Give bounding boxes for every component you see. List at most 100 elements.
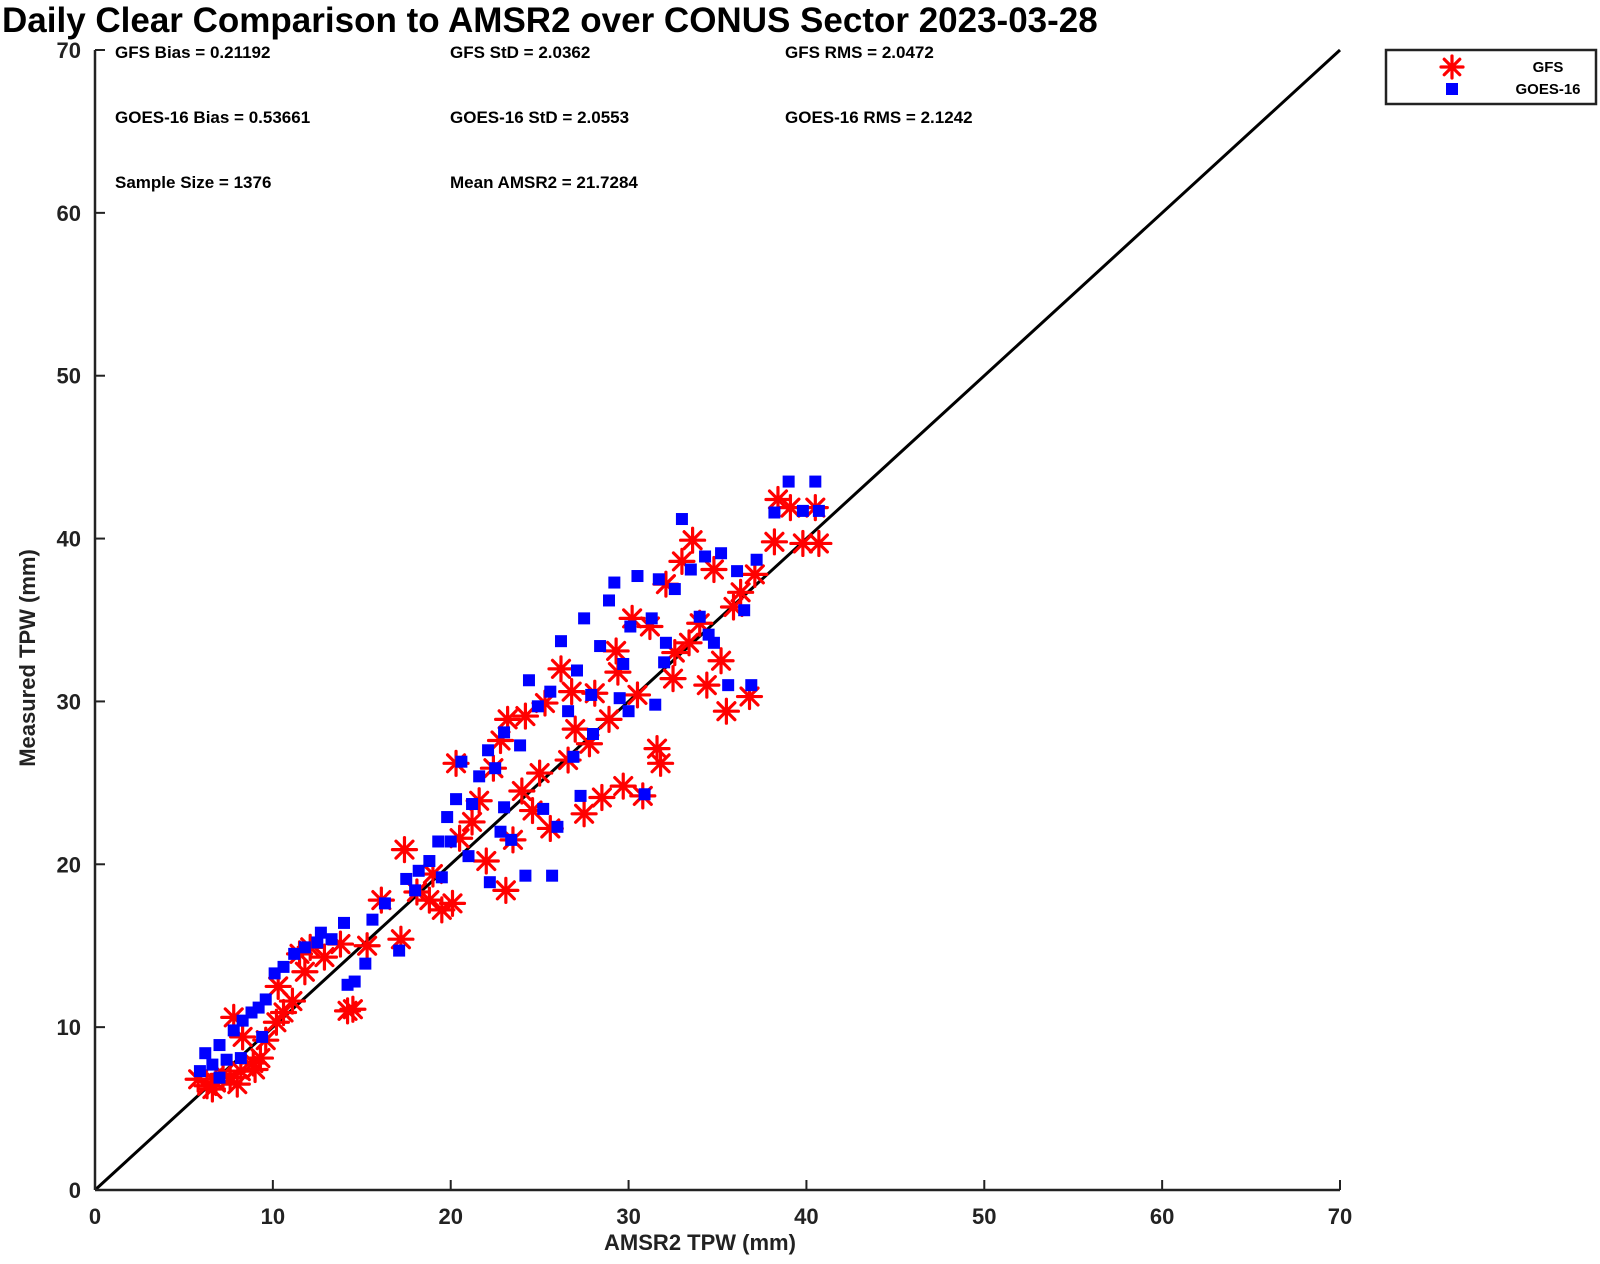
asterisk-stroke — [780, 497, 801, 518]
goes-16-point — [645, 612, 658, 625]
goes-16-point — [400, 872, 413, 885]
gfs-point — [310, 943, 339, 971]
legend-label: GFS — [1533, 59, 1564, 76]
asterisk-stroke — [678, 632, 700, 653]
legend-gfs-marker — [1439, 54, 1465, 80]
asterisk-stroke — [744, 564, 765, 585]
goes-16-point — [366, 913, 379, 926]
goes-16-point — [311, 936, 324, 949]
asterisk-stroke — [419, 890, 440, 911]
gfs-point — [595, 705, 623, 733]
x-tick-label: 70 — [1328, 1204, 1352, 1229]
goes-16-point — [256, 1030, 269, 1043]
goes-16-point — [482, 744, 495, 757]
goes-16-point — [715, 547, 728, 560]
x-tick-label: 60 — [1150, 1204, 1174, 1229]
goes-16-point — [554, 635, 567, 648]
asterisk-stroke — [662, 668, 684, 689]
goes-16-point — [624, 620, 637, 633]
goes-16-point — [738, 604, 751, 617]
goes-16-point — [220, 1053, 233, 1066]
goes-16-point — [585, 688, 598, 701]
gfs-point — [707, 647, 735, 675]
goes-16-point — [768, 506, 781, 519]
asterisk-stroke — [273, 1002, 294, 1023]
goes-16-point — [812, 504, 825, 517]
x-tick-label: 20 — [438, 1204, 462, 1229]
gfs-point — [712, 697, 740, 725]
goes-16-point — [514, 739, 527, 752]
goes-16-point — [668, 583, 681, 596]
goes-16-point — [544, 685, 557, 698]
asterisk-stroke — [227, 1074, 248, 1095]
goes-16-point — [684, 563, 697, 576]
goes-16-point — [702, 628, 715, 641]
goes-16-point — [277, 960, 290, 973]
gfs-point — [339, 995, 367, 1023]
data-points-layer — [184, 475, 833, 1103]
goes-16-point — [338, 916, 350, 929]
goes-16-point — [567, 750, 580, 763]
gfs-point — [558, 678, 586, 706]
legend-label: GOES-16 — [1515, 81, 1580, 98]
stat-text: GOES-16 StD = 2.0553 — [450, 108, 629, 127]
goes-16-point — [432, 835, 445, 848]
gfs-point — [241, 1055, 269, 1084]
asterisk-stroke — [716, 701, 737, 722]
asterisk-stroke — [792, 533, 813, 554]
gfs-point — [508, 777, 536, 805]
asterisk-stroke — [606, 640, 627, 662]
goes-16-point — [519, 869, 532, 882]
goes-16-point — [378, 897, 391, 910]
goes-16-point — [638, 788, 651, 801]
asterisk-stroke — [627, 684, 648, 705]
goes-16-point — [652, 573, 665, 586]
goes-16-point — [498, 801, 511, 814]
goes-16-point — [412, 864, 425, 877]
asterisk-stroke — [650, 753, 671, 774]
goes-16-point — [259, 993, 272, 1006]
asterisk-stroke — [561, 681, 582, 702]
ticks-layer: 0 10 20 30 40 50 60 70 0 10 20 30 40 50 60 70 — [57, 38, 1353, 1229]
goes-16-point — [587, 728, 599, 740]
goes-16-point — [578, 612, 591, 625]
goes-16-point — [570, 664, 583, 677]
goes-16-point — [731, 565, 744, 578]
goes-16-point — [423, 855, 436, 868]
goes-16-point — [659, 636, 672, 649]
goes-16-point — [796, 504, 809, 517]
asterisk-stroke — [767, 489, 789, 510]
asterisk-stroke — [529, 763, 550, 784]
stat-text: GFS StD = 2.0362 — [450, 43, 590, 62]
asterisk-stroke — [671, 551, 693, 572]
stat-text: GFS RMS = 2.0472 — [785, 43, 934, 62]
goes-16-point — [298, 941, 311, 954]
goes-16-point — [531, 700, 544, 713]
goes-16-point — [359, 957, 372, 970]
gfs-point — [700, 555, 728, 584]
stats-annotations: GFS Bias = 0.21192 GFS StD = 2.0362 GFS RM… — [115, 43, 973, 192]
gfs-point — [693, 671, 721, 699]
goes-16-point — [617, 657, 630, 670]
asterisk-stroke — [655, 574, 677, 595]
goes-16-point — [603, 594, 616, 607]
asterisk-stroke — [230, 1061, 251, 1082]
goes-16-point — [522, 674, 535, 687]
gfs-point — [390, 836, 419, 864]
goes-16-point — [348, 975, 361, 988]
goes-16-point — [483, 876, 496, 889]
y-tick-label: 70 — [57, 38, 81, 63]
y-tick-label: 20 — [57, 852, 81, 877]
goes-16-point — [722, 679, 735, 692]
asterisk-stroke — [703, 559, 725, 580]
y-tick-label: 0 — [69, 1178, 81, 1203]
goes-16-point — [455, 755, 468, 768]
goes-16-point — [594, 640, 607, 653]
y-axis-label: Measured TPW (mm) — [15, 549, 40, 767]
asterisk-stroke — [1442, 57, 1462, 77]
gfs-point — [511, 702, 540, 730]
asterisk-stroke — [598, 709, 620, 730]
goes-16-point — [441, 811, 454, 824]
asterisk-stroke — [357, 935, 378, 956]
x-tick-label: 0 — [89, 1204, 101, 1229]
